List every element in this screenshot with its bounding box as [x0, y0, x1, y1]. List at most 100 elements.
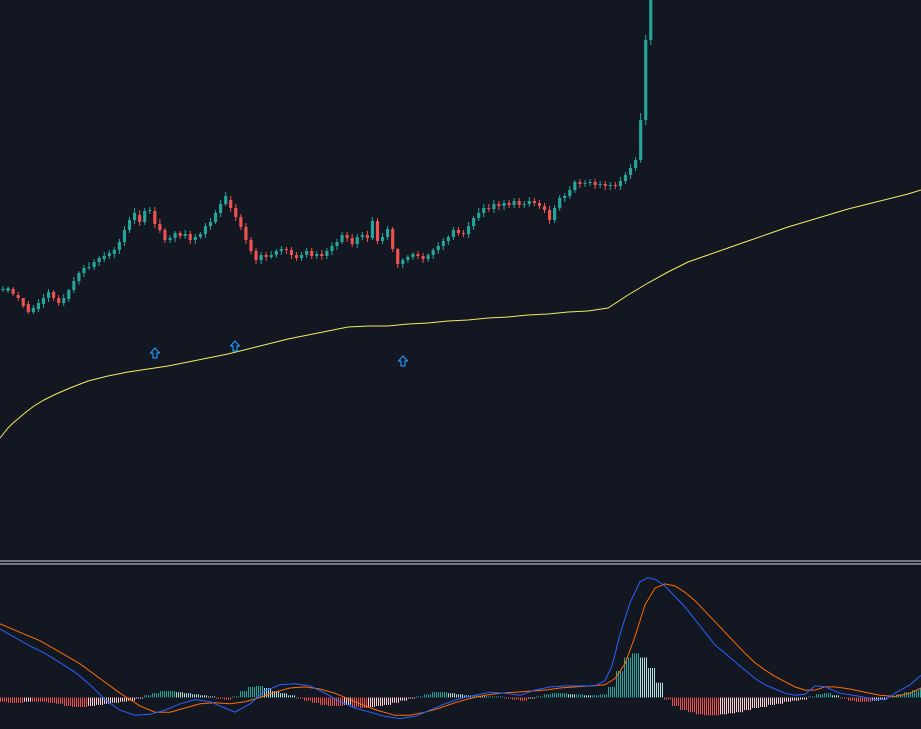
macd-histogram-bar	[462, 694, 463, 698]
candle-body	[46, 292, 51, 298]
candle	[320, 250, 324, 260]
candle	[315, 251, 319, 259]
candle	[355, 234, 359, 248]
macd-histogram-bar	[332, 697, 333, 706]
candle	[588, 179, 592, 186]
macd-histogram-bar	[304, 697, 305, 701]
candle-body	[305, 251, 309, 255]
candle	[512, 198, 516, 208]
macd-histogram-bar	[384, 697, 385, 705]
candle	[623, 172, 628, 184]
macd-histogram-bar	[366, 697, 367, 708]
macd-histogram-bar	[718, 697, 719, 716]
macd-histogram-bar	[518, 697, 519, 700]
candle-body	[370, 221, 375, 238]
candle-body	[244, 227, 248, 240]
macd-histogram-bar	[60, 697, 61, 704]
macd-histogram-bar	[740, 697, 741, 713]
macd-histogram-bar	[434, 692, 435, 698]
macd-histogram-bar	[802, 697, 803, 700]
macd-histogram-bar	[178, 692, 179, 698]
macd-histogram-bar	[560, 693, 561, 698]
macd-histogram-bar	[74, 697, 75, 707]
macd-histogram-bar	[818, 694, 819, 698]
macd-histogram-bar	[476, 695, 477, 698]
macd-histogram-bar	[628, 657, 629, 698]
candle	[87, 262, 91, 270]
macd-histogram-bar	[782, 697, 783, 704]
macd-histogram-bar	[682, 697, 683, 711]
macd-histogram-bar	[430, 694, 431, 698]
macd-histogram-bar	[658, 682, 659, 698]
candle	[563, 193, 567, 202]
candle-body	[537, 203, 542, 206]
candle-body	[102, 256, 106, 259]
macd-histogram-bar	[310, 697, 311, 701]
macd-histogram-bar	[784, 697, 785, 702]
macd-histogram-bar	[154, 693, 155, 698]
candle-body	[431, 250, 435, 255]
candle-body	[583, 183, 587, 184]
macd-histogram-bar	[302, 697, 303, 699]
macd-histogram-bar	[672, 697, 673, 706]
macd-histogram-bar	[14, 697, 15, 703]
candle	[593, 179, 597, 189]
macd-histogram-bar	[868, 697, 869, 702]
macd-histogram-bar	[432, 692, 433, 698]
candle-body	[644, 40, 648, 120]
candle	[168, 235, 172, 243]
candle	[380, 233, 385, 244]
candle-body	[568, 190, 572, 196]
macd-histogram-bar	[670, 697, 671, 700]
candle-body	[502, 203, 506, 206]
macd-histogram-bar	[918, 690, 919, 698]
macd-histogram-bar	[268, 688, 269, 698]
macd-histogram-bar	[256, 685, 257, 698]
macd-histogram-bar	[158, 693, 159, 698]
macd-histogram-bar	[500, 696, 501, 698]
macd-histogram-bar	[156, 693, 157, 698]
buy-signal-arrow-icon	[229, 340, 241, 352]
macd-histogram-bar	[264, 688, 265, 698]
candle	[613, 182, 617, 189]
macd-histogram-bar	[610, 686, 611, 698]
macd-histogram-bar	[198, 694, 199, 698]
macd-histogram-bar	[80, 697, 81, 707]
macd-histogram-bar	[752, 697, 753, 708]
macd-histogram-bar	[608, 686, 609, 698]
macd-histogram-bar	[420, 696, 421, 698]
macd-histogram-bar	[306, 697, 307, 701]
candle-body	[107, 253, 111, 256]
macd-histogram-bar	[706, 697, 707, 716]
macd-histogram-bar	[364, 697, 365, 708]
candle	[639, 113, 643, 163]
macd-histogram-bar	[494, 696, 495, 698]
candle	[340, 232, 344, 244]
candle-body	[593, 182, 597, 185]
macd-histogram-bar	[776, 697, 777, 704]
candle-body	[36, 303, 40, 309]
macd-histogram-bar	[312, 697, 313, 703]
macd-histogram-bar	[380, 697, 381, 706]
candle-body	[127, 220, 132, 230]
candle	[244, 223, 248, 244]
candle	[568, 186, 572, 199]
macd-signal-line	[0, 583, 921, 716]
candle	[345, 232, 349, 242]
candle-body	[634, 160, 638, 168]
candle	[441, 238, 445, 250]
macd-histogram-bar	[854, 697, 855, 701]
macd-histogram-bar	[558, 693, 559, 698]
macd-histogram-bar	[324, 697, 325, 705]
macd-histogram-bar	[724, 697, 725, 715]
macd-histogram-bar	[758, 697, 759, 708]
candle-body	[416, 254, 420, 256]
candle-body	[598, 184, 602, 185]
macd-histogram-bar	[48, 697, 49, 703]
candle-body	[67, 290, 71, 299]
macd-histogram-bar	[680, 697, 681, 711]
candle-body	[608, 185, 612, 186]
macd-histogram-bar	[396, 697, 397, 703]
macd-histogram-bar	[736, 697, 737, 713]
macd-histogram-bar	[508, 697, 509, 699]
